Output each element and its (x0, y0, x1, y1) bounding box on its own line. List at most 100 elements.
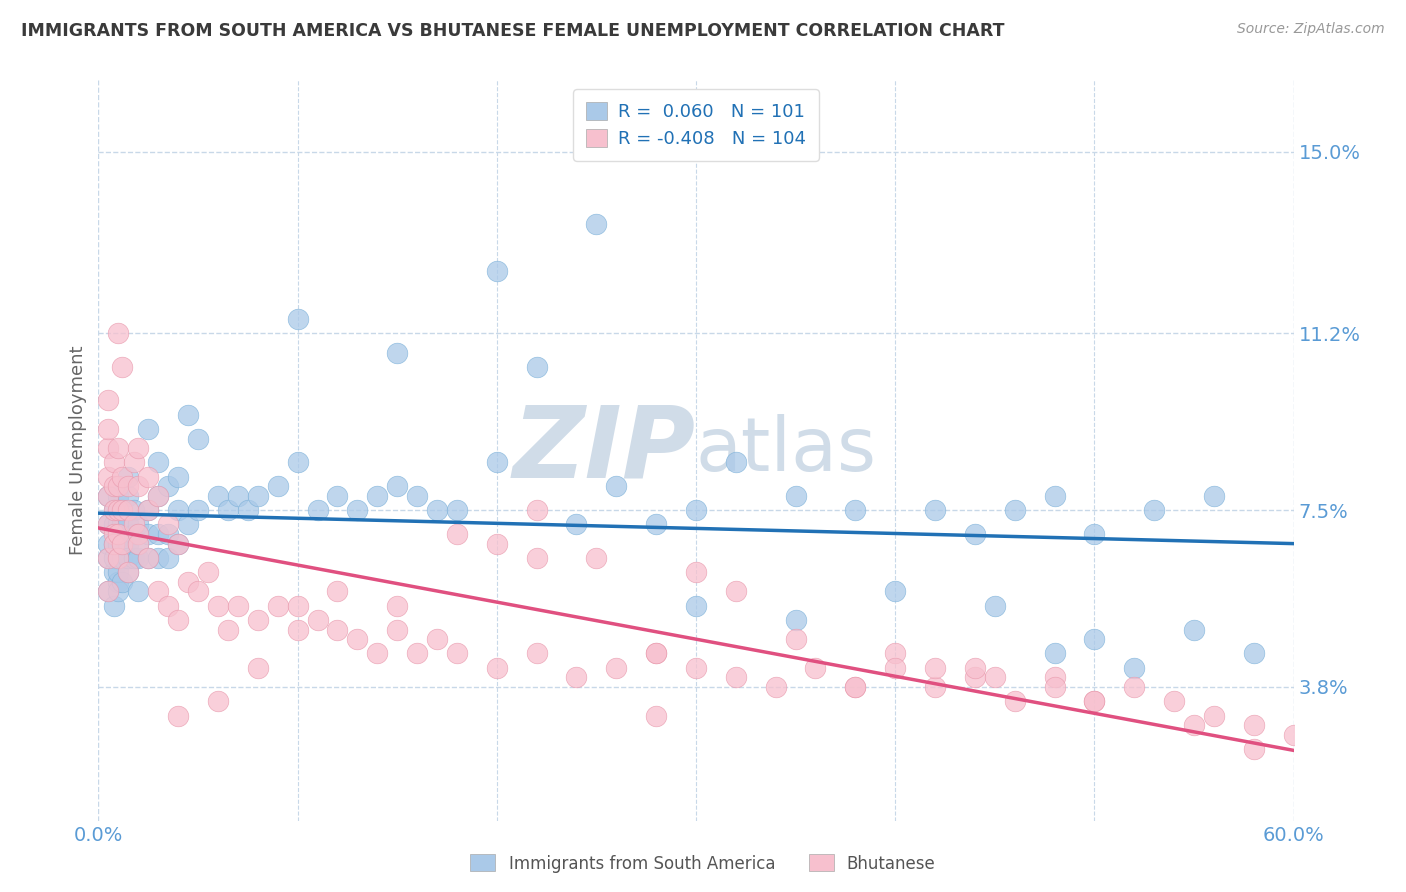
Point (167, 503, 190, 517)
Point (136, 422, 159, 436)
Point (111, 359, 134, 374)
Point (107, 503, 129, 517)
Point (884, 647, 907, 661)
Point (924, 503, 946, 517)
Point (111, 527, 134, 541)
Point (326, 489, 349, 503)
Point (103, 536, 125, 550)
Point (111, 503, 134, 517)
Point (645, 708, 668, 723)
Point (246, 489, 269, 503)
Point (346, 503, 368, 517)
Text: atlas: atlas (696, 414, 877, 487)
Point (107, 479, 129, 493)
Point (1043, 670, 1066, 684)
Point (97, 550, 120, 565)
Point (127, 441, 149, 455)
Point (685, 503, 707, 517)
Point (1182, 718, 1205, 732)
Point (1182, 623, 1205, 637)
Point (1083, 527, 1105, 541)
Point (103, 479, 125, 493)
Point (124, 550, 146, 565)
Point (565, 670, 588, 684)
Point (526, 359, 548, 374)
Text: ZIP: ZIP (513, 402, 696, 499)
Point (97, 584, 120, 599)
Point (148, 527, 170, 541)
Point (485, 536, 508, 550)
Point (136, 503, 159, 517)
Point (963, 527, 986, 541)
Point (117, 566, 139, 580)
Point (605, 479, 627, 493)
Point (111, 550, 134, 565)
Point (167, 536, 190, 550)
Y-axis label: Female Unemployment: Female Unemployment (69, 346, 87, 555)
Point (1202, 708, 1225, 723)
Point (924, 661, 946, 675)
Point (526, 503, 548, 517)
Point (107, 566, 129, 580)
Point (148, 489, 170, 503)
Point (157, 527, 180, 541)
Point (217, 503, 239, 517)
Point (127, 527, 149, 541)
Point (127, 517, 149, 532)
Point (287, 455, 309, 469)
Point (267, 479, 290, 493)
Point (148, 489, 170, 503)
Point (1043, 680, 1066, 694)
Point (804, 661, 827, 675)
Point (127, 550, 149, 565)
Point (117, 566, 139, 580)
Point (406, 489, 429, 503)
Point (107, 326, 129, 341)
Point (97, 550, 120, 565)
Point (485, 264, 508, 278)
Point (526, 647, 548, 661)
Point (97, 441, 120, 455)
Point (385, 345, 409, 359)
Point (97, 469, 120, 483)
Point (585, 217, 607, 231)
Point (1004, 503, 1026, 517)
Point (884, 661, 907, 675)
Point (963, 670, 986, 684)
Point (366, 489, 388, 503)
Point (148, 584, 170, 599)
Point (157, 517, 180, 532)
Legend: R =  0.060   N = 101, R = -0.408   N = 104: R = 0.060 N = 101, R = -0.408 N = 104 (574, 89, 818, 161)
Point (117, 469, 139, 483)
Point (103, 566, 125, 580)
Point (107, 517, 129, 532)
Point (136, 503, 159, 517)
Point (963, 661, 986, 675)
Point (124, 503, 146, 517)
Point (207, 489, 229, 503)
Point (103, 550, 125, 565)
Point (177, 408, 200, 422)
Point (148, 550, 170, 565)
Point (1083, 694, 1105, 708)
Text: Source: ZipAtlas.com: Source: ZipAtlas.com (1237, 22, 1385, 37)
Point (107, 527, 129, 541)
Point (1163, 694, 1185, 708)
Point (1043, 489, 1066, 503)
Point (107, 584, 129, 599)
Point (103, 517, 125, 532)
Point (187, 584, 209, 599)
Point (246, 613, 269, 627)
Point (107, 574, 129, 589)
Text: IMMIGRANTS FROM SOUTH AMERICA VS BHUTANESE FEMALE UNEMPLOYMENT CORRELATION CHART: IMMIGRANTS FROM SOUTH AMERICA VS BHUTANE… (21, 22, 1005, 40)
Point (97, 584, 120, 599)
Point (924, 680, 946, 694)
Point (97, 422, 120, 436)
Point (1123, 680, 1146, 694)
Point (307, 503, 329, 517)
Point (446, 647, 468, 661)
Point (844, 503, 866, 517)
Point (785, 489, 807, 503)
Point (1243, 742, 1265, 756)
Point (111, 574, 134, 589)
